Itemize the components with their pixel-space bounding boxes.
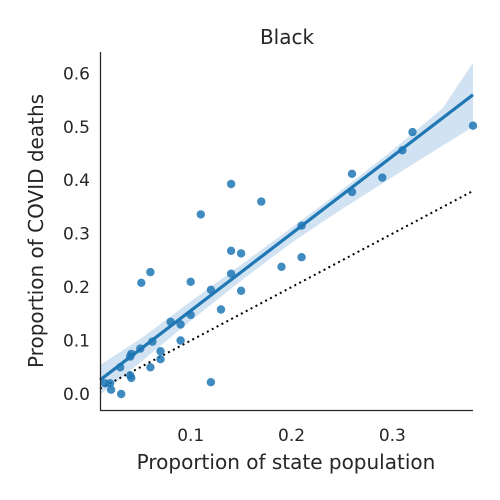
data-point (166, 317, 175, 326)
data-point (398, 146, 407, 155)
data-point (206, 378, 216, 387)
y-axis-label: Proportion of COVID deaths (24, 94, 48, 368)
data-point (176, 336, 185, 345)
y-tick-label: 0.0 (63, 385, 90, 405)
data-point (257, 197, 266, 206)
data-point (146, 363, 155, 372)
data-point (106, 385, 116, 394)
x-tick-label: 0.1 (177, 426, 204, 446)
y-tick-label: 0.5 (63, 118, 90, 138)
data-point (236, 249, 246, 258)
data-point (186, 277, 195, 286)
identity-reference-line (99, 190, 474, 390)
data-point (116, 363, 125, 372)
x-tick-label: 0.2 (278, 426, 305, 446)
data-point (136, 344, 145, 353)
data-point (277, 262, 286, 271)
data-point (216, 305, 226, 314)
data-point (127, 349, 136, 359)
confidence-band (100, 62, 473, 395)
regression-fit-line (99, 93, 474, 382)
data-point (196, 210, 205, 219)
data-point (408, 127, 417, 137)
y-tick-label: 0.4 (63, 171, 90, 191)
data-point (156, 355, 165, 364)
scatter-points (100, 121, 478, 399)
data-point (105, 379, 115, 388)
data-point (347, 187, 357, 197)
data-point (378, 173, 387, 182)
data-point (148, 337, 157, 346)
x-tick-label: 0.3 (379, 426, 406, 446)
y-tick-label: 0.6 (63, 64, 90, 84)
data-point (297, 253, 306, 262)
data-point (186, 310, 195, 320)
data-point (176, 320, 185, 329)
data-point (137, 278, 146, 287)
y-tick-label: 0.2 (63, 278, 90, 298)
y-tick-label: 0.1 (63, 332, 90, 352)
data-point (127, 373, 136, 383)
x-axis-label: Proportion of state population (137, 450, 436, 474)
reference-line (99, 190, 474, 390)
data-point (117, 389, 126, 399)
y-tick-label: 0.3 (63, 225, 90, 245)
data-point (347, 169, 357, 178)
data-point (226, 246, 236, 255)
ci-band-area (100, 62, 473, 395)
data-point (236, 286, 246, 295)
data-point (226, 269, 236, 278)
x-tick-labels: 0.1 0.2 0.3 (177, 426, 406, 446)
regression-line (99, 93, 474, 382)
data-point (226, 179, 236, 189)
chart-title: Black (260, 25, 315, 49)
y-tick-labels: 0.0 0.1 0.2 0.3 0.4 0.5 0.6 (63, 64, 90, 405)
data-point (146, 267, 155, 277)
data-point (156, 347, 165, 356)
data-point (468, 121, 478, 130)
data-point (297, 221, 306, 230)
data-point (206, 285, 216, 294)
